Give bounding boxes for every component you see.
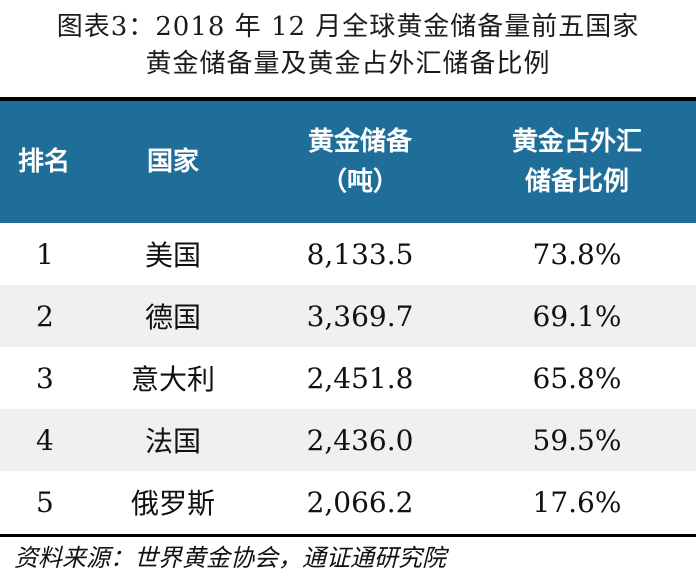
title-line-1: 图表3：2018 年 12 月全球黄金储备量前五国家	[56, 12, 640, 42]
table-row: 2 德国 3,369.7 69.1%	[0, 285, 696, 347]
header-country: 国家	[84, 101, 262, 223]
bottom-rule	[0, 534, 696, 537]
cell-reserves: 2,436.0	[262, 409, 458, 471]
cell-country: 俄罗斯	[130, 487, 215, 520]
chart-title: 图表3：2018 年 12 月全球黄金储备量前五国家 黄金储备量及黄金占外汇储备…	[0, 0, 696, 100]
cell-share: 17.6%	[532, 485, 622, 519]
table-row: 1 美国 8,133.5 73.8%	[0, 223, 696, 285]
header-reserves: 黄金储备 （吨）	[262, 101, 458, 223]
cell-share: 59.5%	[458, 409, 696, 471]
cell-share: 73.8%	[532, 237, 622, 271]
cell-rank: 3	[36, 361, 54, 395]
cell-reserves: 2,066.2	[306, 485, 414, 519]
cell-rank: 5	[36, 485, 54, 519]
cell-reserves: 8,133.5	[306, 237, 414, 271]
cell-country: 法国	[84, 409, 262, 471]
header-reserves-line2: （吨）	[320, 167, 399, 197]
table-header-row: 排名 国家 黄金储备 （吨） 黄金占外汇 储备比例	[0, 101, 696, 223]
top-rule	[0, 97, 696, 101]
header-share-line1: 黄金占外汇	[511, 127, 642, 157]
cell-rank: 2	[0, 285, 84, 347]
cell-share: 65.8%	[532, 361, 622, 395]
cell-country: 美国	[144, 239, 201, 272]
table-row: 4 法国 2,436.0 59.5%	[0, 409, 696, 471]
cell-reserves: 3,369.7	[262, 285, 458, 347]
cell-rank: 4	[0, 409, 84, 471]
cell-reserves: 2,451.8	[306, 361, 414, 395]
gold-reserves-table: 排名 国家 黄金储备 （吨） 黄金占外汇 储备比例 1 美国 8,133.5 7…	[0, 101, 696, 533]
header-share: 黄金占外汇 储备比例	[458, 101, 696, 223]
header-rank: 排名	[0, 101, 84, 223]
header-reserves-line1: 黄金储备	[307, 127, 412, 157]
cell-country: 意大利	[130, 363, 215, 396]
cell-share: 69.1%	[458, 285, 696, 347]
cell-rank: 1	[36, 237, 54, 271]
table-row: 5 俄罗斯 2,066.2 17.6%	[0, 471, 696, 533]
cell-country: 德国	[84, 285, 262, 347]
header-share-line2: 储备比例	[524, 167, 629, 197]
table-row: 3 意大利 2,451.8 65.8%	[0, 347, 696, 409]
title-line-2: 黄金储备量及黄金占外汇储备比例	[145, 49, 551, 79]
source-note: 资料来源：世界黄金协会，通证通研究院	[14, 544, 446, 572]
